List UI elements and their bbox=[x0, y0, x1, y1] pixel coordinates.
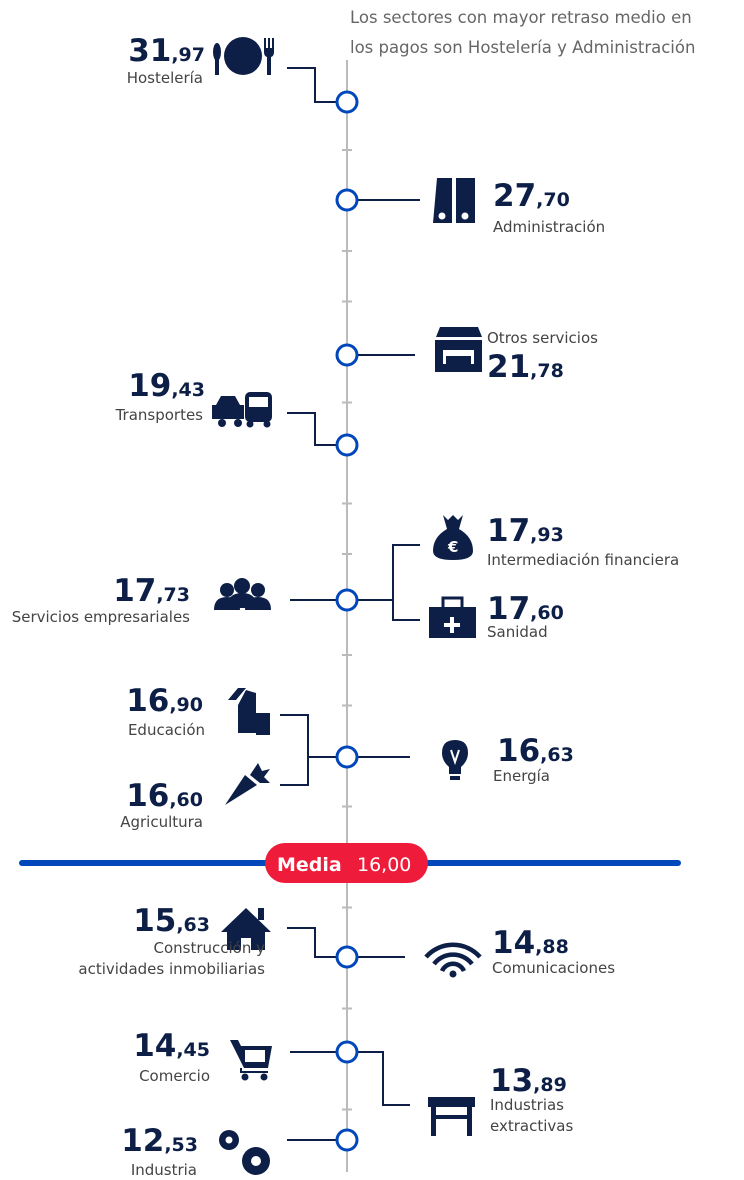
value-decimal: ,60 bbox=[530, 602, 564, 624]
value-decimal: ,93 bbox=[530, 524, 564, 546]
item-value: 16,63 bbox=[497, 733, 574, 769]
media-pill bbox=[265, 843, 428, 883]
header-line: Los sectores con mayor retraso medio en bbox=[350, 8, 692, 27]
value-whole: 17 bbox=[113, 573, 156, 609]
item-value: 16,90 bbox=[126, 683, 203, 719]
value-whole: 27 bbox=[493, 178, 536, 214]
value-decimal: ,90 bbox=[169, 694, 203, 716]
icons: € bbox=[212, 37, 482, 1175]
value-whole: 15 bbox=[133, 903, 176, 939]
value-whole: 17 bbox=[487, 513, 530, 549]
header-line: los pagos son Hostelería y Administració… bbox=[350, 38, 695, 57]
value-decimal: ,70 bbox=[536, 189, 570, 211]
item-label: Transportes bbox=[115, 406, 204, 424]
value-decimal: ,60 bbox=[169, 789, 203, 811]
item-value: 27,70 bbox=[493, 178, 570, 214]
item-label: Sanidad bbox=[487, 623, 548, 641]
svg-text:€: € bbox=[447, 538, 458, 556]
item-label: Energía bbox=[493, 767, 550, 785]
value-whole: 21 bbox=[487, 349, 530, 385]
item-label: extractivas bbox=[490, 1117, 573, 1135]
value-decimal: ,63 bbox=[176, 914, 210, 936]
item-label: Hostelería bbox=[127, 69, 203, 87]
value-whole: 16 bbox=[126, 778, 169, 814]
item-label: Educación bbox=[128, 721, 205, 739]
value-decimal: ,78 bbox=[530, 360, 564, 382]
item-value: 21,78 bbox=[487, 349, 564, 385]
item-label: Comercio bbox=[139, 1067, 210, 1085]
item-label: Construcción y bbox=[153, 939, 265, 957]
item-value: 13,89 bbox=[490, 1063, 567, 1099]
item-label: Servicios empresariales bbox=[12, 608, 190, 626]
value-decimal: ,97 bbox=[171, 44, 205, 66]
value-whole: 16 bbox=[126, 683, 169, 719]
item-label: Industrias bbox=[490, 1096, 564, 1114]
item-value: 19,43 bbox=[128, 368, 205, 404]
media-value: 16,00 bbox=[357, 854, 411, 876]
value-whole: 31 bbox=[128, 33, 171, 69]
value-whole: 17 bbox=[487, 591, 530, 627]
media-label: Media bbox=[277, 854, 342, 876]
value-whole: 12 bbox=[121, 1123, 164, 1159]
item-value: 17,93 bbox=[487, 513, 564, 549]
item-value: 17,73 bbox=[113, 573, 190, 609]
item-label: Otros servicios bbox=[487, 329, 598, 347]
value-decimal: ,89 bbox=[533, 1074, 567, 1096]
item-value: 12,53 bbox=[121, 1123, 198, 1159]
item-value: 14,88 bbox=[492, 925, 569, 961]
item-label: actividades inmobiliarias bbox=[78, 960, 265, 978]
dots bbox=[335, 90, 359, 1152]
media: Media 16,00 bbox=[19, 843, 681, 883]
value-decimal: ,63 bbox=[540, 744, 574, 766]
item-label: Agricultura bbox=[120, 813, 203, 831]
value-decimal: ,88 bbox=[535, 936, 569, 958]
value-decimal: ,73 bbox=[156, 584, 190, 606]
item-value: 16,60 bbox=[126, 778, 203, 814]
item-value: 14,45 bbox=[133, 1028, 210, 1064]
value-whole: 14 bbox=[133, 1028, 176, 1064]
item-label: Administración bbox=[493, 218, 605, 236]
value-whole: 16 bbox=[497, 733, 540, 769]
item-value: 31,97 bbox=[128, 33, 205, 69]
value-whole: 13 bbox=[490, 1063, 533, 1099]
value-decimal: ,53 bbox=[164, 1134, 198, 1156]
item-label: Industria bbox=[131, 1161, 197, 1179]
value-decimal: ,43 bbox=[171, 379, 205, 401]
value-whole: 19 bbox=[128, 368, 171, 404]
item-value: 17,60 bbox=[487, 591, 564, 627]
item-label: Intermediación financiera bbox=[487, 551, 679, 569]
item-label: Comunicaciones bbox=[492, 959, 615, 977]
value-whole: 14 bbox=[492, 925, 535, 961]
item-value: 15,63 bbox=[133, 903, 210, 939]
value-decimal: ,45 bbox=[176, 1039, 210, 1061]
